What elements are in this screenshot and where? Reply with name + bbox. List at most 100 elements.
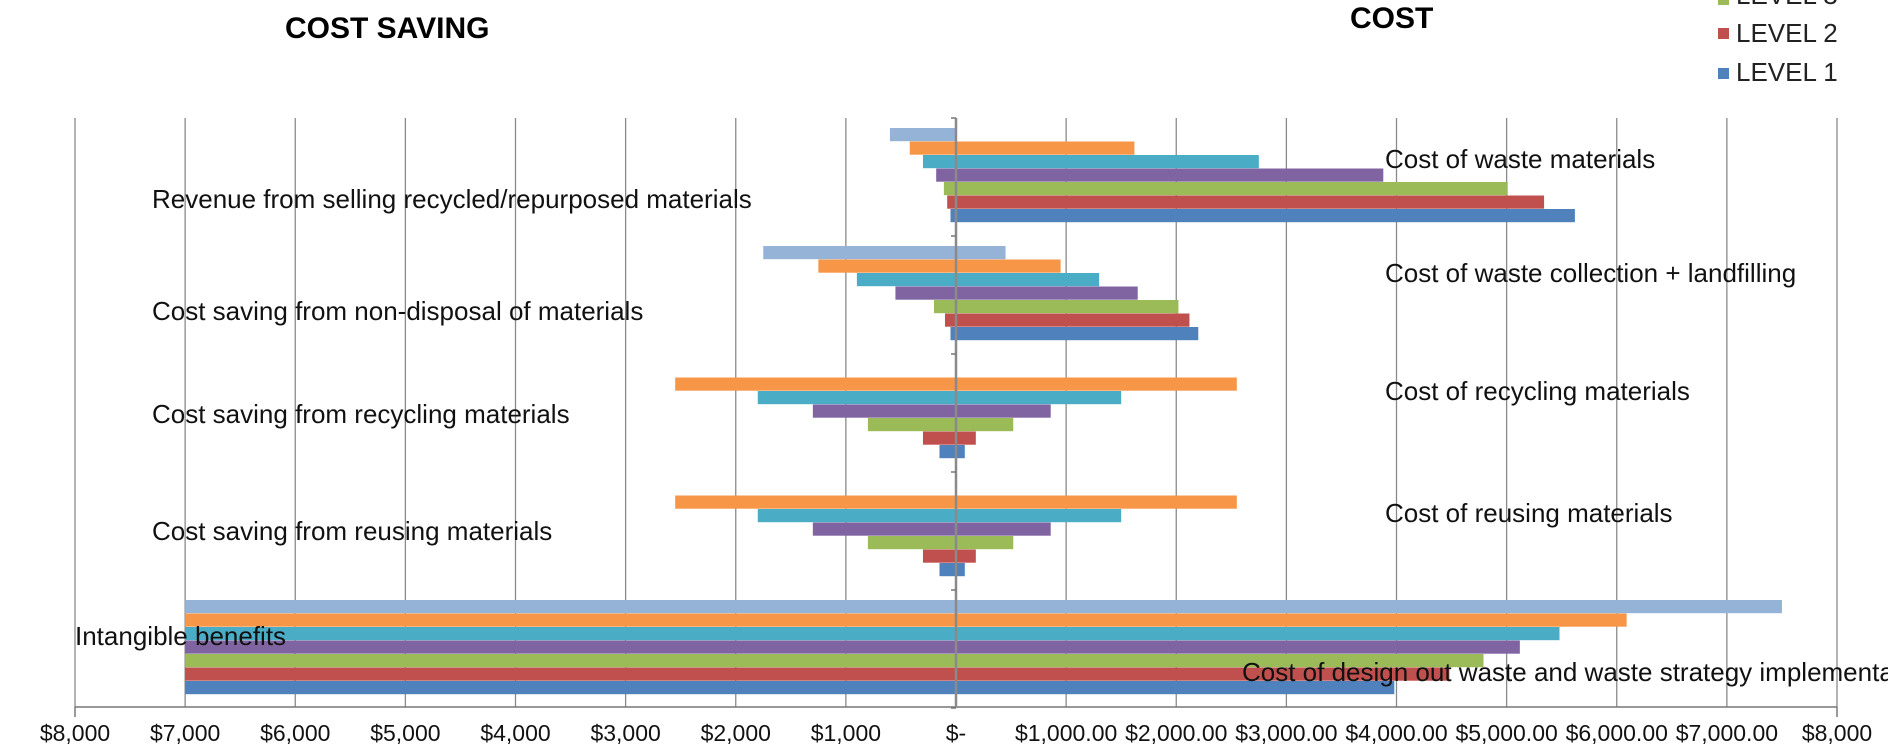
x-tick-label: $4,000.00 [1345, 720, 1447, 746]
saving-bar [936, 168, 956, 182]
cost-bar [956, 549, 976, 563]
legend-swatch-level-2 [1718, 28, 1729, 39]
cost-bar [956, 431, 976, 445]
cost-bar [956, 391, 1122, 405]
saving-bar [757, 391, 956, 405]
x-tick-label: $5,000.00 [1455, 720, 1557, 746]
saving-category-label: Cost saving from non-disposal of materia… [152, 296, 643, 326]
saving-category-label: Intangible benefits [75, 621, 286, 651]
cost-bar [956, 654, 1484, 668]
saving-bar [185, 600, 956, 614]
saving-bar [933, 300, 956, 314]
cost-category-label: Cost of waste materials [1385, 144, 1655, 174]
saving-bar [185, 627, 956, 641]
x-tick-label: $6,000.00 [1566, 720, 1668, 746]
legend-label-level-2: LEVEL 2 [1736, 18, 1838, 48]
saving-category-label: Revenue from selling recycled/repurposed… [152, 184, 752, 214]
cost-category-label: Cost of design out waste and waste strat… [1242, 657, 1888, 687]
cost-bar [956, 627, 1560, 641]
bars [185, 128, 1782, 695]
saving-bar [856, 273, 956, 287]
saving-bar [757, 509, 956, 523]
cost-bar [956, 445, 965, 459]
title-cost-saving: COST SAVING [285, 12, 489, 45]
x-tick-label: $3,000 [590, 720, 660, 746]
cost-bar [956, 273, 1100, 287]
saving-bar [939, 445, 956, 459]
cost-bar [956, 209, 1575, 223]
saving-bar [939, 563, 956, 577]
saving-bar [947, 195, 956, 209]
saving-bar [185, 681, 956, 695]
saving-bar [867, 418, 956, 432]
saving-bar [943, 182, 956, 196]
cost-category-label: Cost of waste collection + landfilling [1385, 258, 1796, 288]
saving-bar [922, 155, 956, 169]
legend-label-level-3: LEVEL 3 [1736, 0, 1838, 10]
cost-bar [956, 182, 1508, 196]
saving-bar [763, 246, 956, 260]
cost-bar [956, 613, 1627, 627]
saving-bar [185, 654, 956, 668]
saving-bar [185, 613, 956, 627]
saving-bar [922, 549, 956, 563]
cost-bar [956, 563, 965, 577]
saving-bar [950, 327, 956, 341]
saving-bar [812, 522, 956, 536]
saving-bar [922, 431, 956, 445]
x-tick-label: $6,000 [260, 720, 330, 746]
cost-bar [956, 259, 1061, 273]
x-tick-label: $7,000.00 [1676, 720, 1778, 746]
cost-bar [956, 313, 1190, 327]
x-tick-label: $1,000.00 [1015, 720, 1117, 746]
legend-swatch-level-3 [1718, 0, 1729, 5]
cost-bar [956, 536, 1014, 550]
cost-bar [956, 155, 1259, 169]
saving-bar [675, 377, 956, 391]
title-cost: COST [1350, 2, 1433, 35]
cost-bar [956, 522, 1051, 536]
x-tick-label: $7,000 [150, 720, 220, 746]
cost-category-label: Cost of reusing materials [1385, 498, 1673, 528]
saving-bar [889, 128, 956, 142]
saving-bar [812, 404, 956, 418]
category-labels: Revenue from selling recycled/repurposed… [75, 144, 1888, 687]
saving-bar [867, 536, 956, 550]
cost-bar [956, 141, 1135, 155]
saving-bar [675, 495, 956, 509]
x-tick-label: $5,000 [370, 720, 440, 746]
saving-bar [818, 259, 956, 273]
saving-bar [895, 286, 956, 300]
x-tick-label: $8,000 [1802, 720, 1872, 746]
x-tick-label: $- [946, 720, 966, 746]
x-tick-label: $3,000.00 [1235, 720, 1337, 746]
cost-bar [956, 195, 1545, 209]
cost-bar [956, 681, 1395, 695]
cost-bar [956, 640, 1520, 654]
cost-bar [956, 246, 1006, 260]
x-tick-label: $2,000.00 [1125, 720, 1227, 746]
axes: $8,000 $7,000 $6,000 $5,000 $4,000 $3,000 $2,0… [40, 117, 1872, 746]
x-tick-label: $8,000 [40, 720, 110, 746]
cost-bar [956, 600, 1782, 614]
cost-bar [956, 168, 1384, 182]
legend-swatch-level-1 [1718, 68, 1729, 79]
saving-bar [944, 313, 956, 327]
cost-bar [956, 404, 1051, 418]
cost-bar [956, 495, 1237, 509]
saving-bar [185, 640, 956, 654]
saving-bar [185, 667, 956, 681]
cost-bar [956, 327, 1199, 341]
legend-label-level-1: LEVEL 1 [1736, 57, 1838, 87]
saving-category-label: Cost saving from reusing materials [152, 516, 552, 546]
x-tick-label: $2,000 [701, 720, 771, 746]
saving-bar [950, 209, 956, 223]
cost-bar [956, 300, 1179, 314]
x-tick-label: $4,000 [480, 720, 550, 746]
cost-bar [956, 286, 1138, 300]
saving-bar [909, 141, 956, 155]
x-tick-label: $1,000 [811, 720, 881, 746]
cost-bar [956, 509, 1122, 523]
saving-category-label: Cost saving from recycling materials [152, 399, 570, 429]
